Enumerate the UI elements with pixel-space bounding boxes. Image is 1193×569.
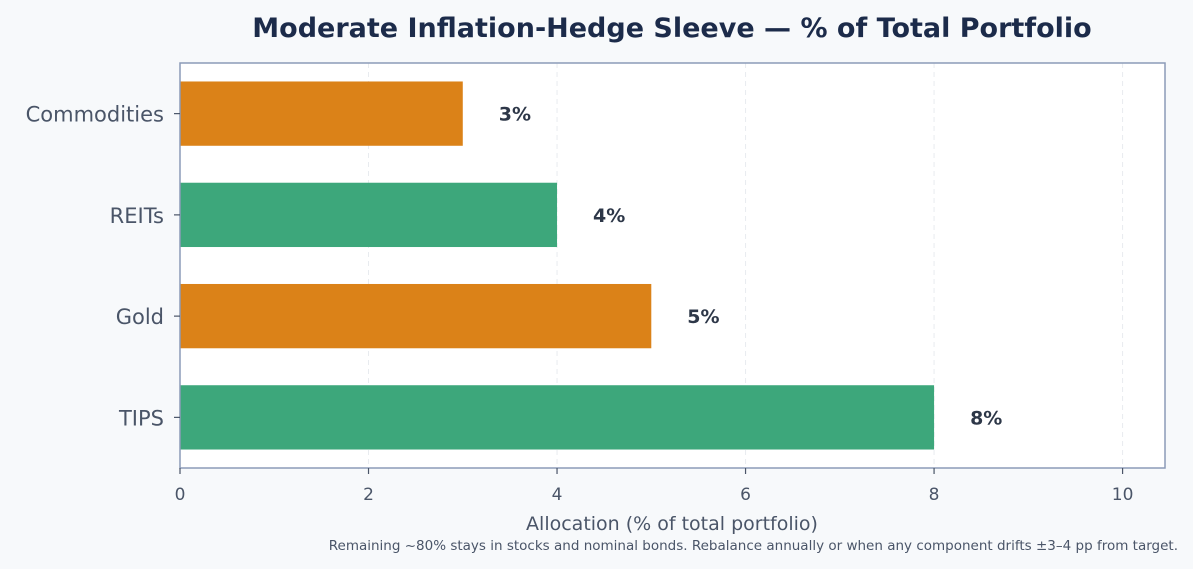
bar-tips <box>180 385 935 450</box>
x-tick-label-6: 6 <box>740 485 751 505</box>
bar-commodities <box>180 81 463 146</box>
x-tick-label-10: 10 <box>1112 485 1134 505</box>
y-tick-label-tips: TIPS <box>118 406 164 430</box>
data-labels: 3% 4% 5% 8% <box>499 104 1003 430</box>
bar-gold <box>180 283 652 349</box>
x-tick-label-0: 0 <box>175 485 186 505</box>
data-label-reits: 4% <box>593 205 625 227</box>
x-tick-label-8: 8 <box>929 485 940 505</box>
y-tick-label-gold: Gold <box>116 305 164 329</box>
x-tick-label-4: 4 <box>552 485 563 505</box>
x-tick-label-2: 2 <box>363 485 374 505</box>
data-label-commodities: 3% <box>499 104 531 126</box>
bar-reits <box>180 182 558 248</box>
chart-title: Moderate Inflation-Hedge Sleeve — % of T… <box>252 13 1091 44</box>
y-tick-label-reits: REITs <box>110 204 164 228</box>
data-label-tips: 8% <box>970 407 1002 429</box>
footnote: Remaining ~80% stays in stocks and nomin… <box>329 538 1178 554</box>
plot-frame <box>179 62 1166 469</box>
y-axis: Commodities REITs Gold TIPS <box>26 103 180 430</box>
bars <box>180 81 935 450</box>
data-label-gold: 5% <box>687 306 719 328</box>
y-tick-label-commodities: Commodities <box>26 103 164 127</box>
x-axis-label: Allocation (% of total portfolio) <box>526 513 818 535</box>
x-axis: 0 2 4 6 8 10 <box>175 468 1134 505</box>
